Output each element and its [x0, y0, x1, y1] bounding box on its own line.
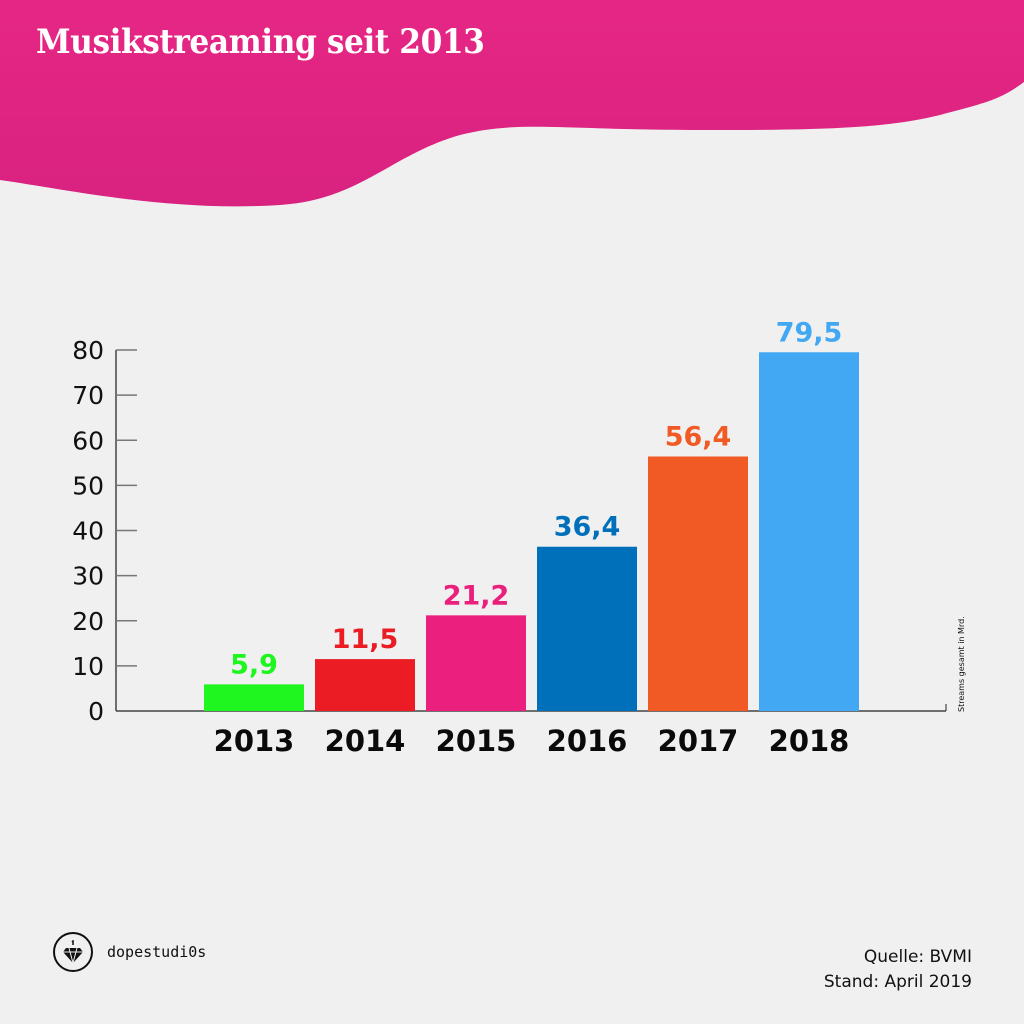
bar-2014 [315, 659, 415, 711]
y-tick-label: 30 [72, 562, 104, 591]
y-tick-label: 60 [72, 426, 104, 455]
value-label: 21,2 [443, 580, 510, 611]
page-title: Musikstreaming seit 2013 [36, 22, 485, 62]
category-label: 2014 [325, 724, 406, 758]
bar-2016 [537, 546, 637, 711]
category-label: 2015 [436, 724, 517, 758]
category-label: 2016 [547, 724, 628, 758]
category-label: 2017 [658, 724, 739, 758]
date-text: Stand: April 2019 [823, 972, 972, 992]
bar-2018 [759, 352, 859, 711]
value-label: 36,4 [554, 512, 621, 543]
value-label: 56,4 [665, 421, 732, 452]
y-tick-label: 70 [72, 381, 104, 410]
value-label: 5,9 [230, 649, 278, 680]
source-text: Quelle: BVMI [863, 947, 972, 967]
logo-text: dopestudi0s [107, 943, 207, 961]
y-tick-label: 80 [72, 336, 104, 365]
y-tick-label: 20 [72, 607, 104, 636]
brand-logo: dopestudi0s [53, 932, 206, 972]
y-tick-label: 40 [72, 517, 104, 546]
header-background [0, 0, 1024, 207]
bar-2013 [204, 684, 304, 711]
value-label: 11,5 [332, 624, 399, 655]
source-info: Quelle: BVMI Stand: April 2019 [824, 945, 972, 995]
y-tick-label: 10 [72, 652, 104, 681]
value-label: 79,5 [776, 317, 843, 348]
y-tick-label: 50 [72, 471, 104, 500]
category-label: 2013 [214, 724, 295, 758]
diamond-icon [53, 932, 93, 972]
bar-2017 [648, 456, 748, 711]
y-axis-label: Streams gesamt in Mrd. [957, 616, 966, 712]
category-label: 2018 [769, 724, 850, 758]
bar-2015 [426, 615, 526, 711]
y-tick-label: 0 [88, 697, 104, 726]
